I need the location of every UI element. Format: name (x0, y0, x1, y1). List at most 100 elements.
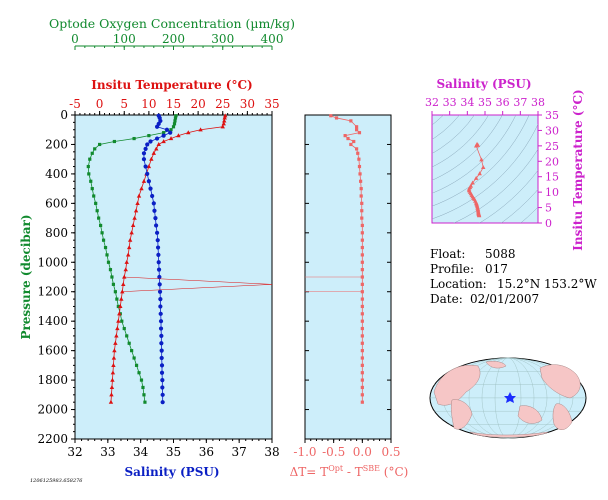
ts-y-tick-label: 0 (545, 217, 552, 230)
oxygen-point (132, 356, 136, 360)
delta-t-point (359, 187, 363, 191)
salinity-point (154, 136, 160, 141)
delta-t-tick-label: -1.0 (293, 445, 316, 459)
salinity-point (164, 127, 170, 132)
salinity-point (152, 208, 157, 213)
oxygen-tick-label: 100 (113, 32, 136, 46)
temperature-point (127, 237, 133, 242)
temperature-point (222, 115, 227, 120)
float-info: Float: 5088 Profile: 017 Location: 15.2°… (430, 247, 597, 306)
profile-label: Profile: (430, 262, 474, 276)
oxygen-point (90, 187, 94, 191)
salinity-point (157, 289, 163, 294)
delta-t-point (360, 385, 364, 390)
ts-point (473, 143, 479, 148)
salinity-point (154, 230, 160, 235)
temperature-tick-label: 30 (240, 97, 255, 111)
salinity-point (168, 130, 173, 135)
delta-t-point (360, 209, 364, 213)
oxygen-point (132, 136, 136, 141)
profile-value: 017 (485, 262, 508, 276)
ts-x-tick-label: 38 (531, 96, 545, 109)
delta-t-point (355, 128, 359, 132)
delta-t-point (356, 151, 360, 155)
pressure-tick-label: 200 (45, 137, 68, 151)
salinity-point (155, 238, 160, 243)
ts-x-tick-label: 33 (443, 96, 457, 109)
oxygen-point (169, 128, 173, 132)
oxygen-point (127, 341, 131, 345)
ts-x-tick-label: 35 (478, 96, 492, 109)
ts-point (476, 213, 482, 218)
salinity-point (160, 400, 165, 405)
oxygen-point (130, 349, 134, 353)
pressure-tick-label: 400 (45, 167, 68, 181)
oxygen-tick-label: 300 (211, 32, 234, 46)
location-value: 15.2°N 153.2°W (497, 277, 597, 291)
delta-t-point (360, 231, 364, 235)
oxygen-point (98, 142, 102, 147)
temperature-point (154, 146, 159, 151)
salinity-point (156, 260, 161, 265)
temperature-spike (121, 276, 273, 292)
temperature-point (176, 133, 181, 138)
temperature-point (136, 193, 142, 198)
salinity-point (159, 370, 165, 375)
salinity-point (158, 296, 163, 302)
oxygen-point (134, 363, 139, 367)
temperature-point (151, 150, 156, 155)
oxygen-point (99, 223, 103, 228)
salinity-point (157, 282, 162, 287)
oxygen-axis-title: Optode Oxygen Concentration (µm/kg) (49, 16, 295, 31)
delta-t-point (357, 164, 362, 169)
salinity-point (146, 179, 151, 184)
delta-t-point (360, 378, 364, 382)
salinity-point (155, 245, 161, 250)
ts-x-tick-label: 34 (460, 96, 474, 109)
temperature-point (122, 274, 127, 279)
world-map (429, 357, 587, 439)
salinity-point (150, 193, 155, 199)
pressure-tick-label: 1800 (37, 373, 68, 387)
salinity-tick-label: 38 (264, 445, 279, 459)
temperature-point (220, 124, 225, 129)
temperature-point (133, 208, 139, 213)
oxygen-point (137, 371, 141, 375)
salinity-point (141, 157, 147, 162)
delta-t-point (359, 194, 363, 198)
delta-t-point (360, 400, 364, 404)
oxygen-point (112, 139, 116, 144)
oxygen-point (171, 125, 176, 129)
delta-t-point (360, 245, 364, 250)
salinity-point (148, 186, 153, 191)
temperature-tick-label: 15 (166, 97, 181, 111)
temperature-point (156, 142, 161, 147)
salinity-tick-label: 33 (100, 445, 115, 459)
temperature-point (123, 267, 128, 272)
delta-t-point (360, 238, 364, 242)
main-series (86, 113, 273, 405)
delta-t-point (360, 201, 364, 205)
pressure-tick-label: 1000 (37, 255, 68, 269)
oxygen-point (141, 385, 145, 390)
oxygen-point (108, 268, 113, 272)
oxygen-point (111, 282, 116, 286)
salinity-point (148, 139, 153, 144)
delta-t-point (360, 363, 364, 367)
delta-t-point (360, 326, 364, 331)
salinity-point (160, 385, 165, 390)
temperature-point (168, 136, 174, 141)
delta-t-point (343, 134, 347, 138)
salinity-point (141, 151, 147, 156)
delta-t-point (360, 371, 364, 375)
delta-t-point (357, 131, 362, 135)
temperature-point (198, 127, 203, 132)
temperature-point (130, 223, 136, 228)
oxygen-point (86, 164, 90, 169)
temperature-tick-label: 10 (141, 97, 156, 111)
map-continents (433, 360, 581, 438)
delta-t-point (360, 349, 364, 353)
temperature-point (135, 200, 140, 205)
delta-t-point (360, 319, 364, 323)
